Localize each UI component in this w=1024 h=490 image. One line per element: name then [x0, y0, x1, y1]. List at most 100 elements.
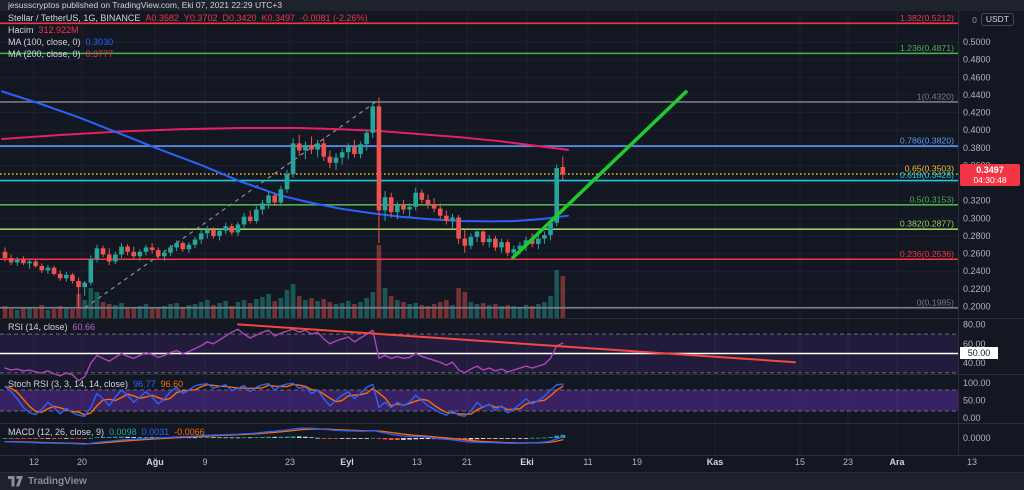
macd-histogram-bar — [149, 437, 155, 438]
candle-body — [309, 145, 314, 150]
volume-value: 312.922M — [38, 25, 79, 35]
stoch-label[interactable]: Stoch RSI (3, 3, 14, 14, close) — [8, 379, 129, 389]
volume-bar — [505, 305, 510, 318]
scale-label: 12 — [29, 457, 39, 467]
volume-bar — [401, 302, 406, 318]
volume-bar — [548, 296, 553, 318]
volume-bar — [33, 309, 38, 318]
scale-label: 50.00 — [963, 396, 986, 406]
bar-countdown: 04:30:48 — [973, 175, 1007, 185]
candles-layer — [2, 97, 566, 308]
tradingview-logo-icon[interactable] — [8, 476, 23, 487]
rsi-line[interactable] — [4, 328, 564, 382]
stoch-d-line[interactable] — [4, 383, 564, 416]
macd-histogram-bar — [493, 438, 498, 439]
candle-body — [352, 146, 357, 154]
macd-line-value: 0.0031 — [141, 427, 170, 437]
macd-hist-value: 0.0098 — [109, 427, 137, 437]
ma200-line[interactable] — [1, 126, 569, 151]
macd-main-line[interactable] — [4, 427, 564, 445]
price-scale[interactable] — [958, 11, 1024, 455]
macd-histogram-bar — [554, 435, 559, 438]
volume-bar — [315, 301, 320, 318]
bullish-projection-arrow[interactable] — [511, 90, 688, 260]
rsi-legend-row[interactable]: RSI (14, close) 60.66 — [8, 322, 100, 332]
stoch-k-value: 96.77 — [133, 379, 156, 389]
symbol-legend-row[interactable]: Stellar / TetherUS, 1G, BINANCE A0.3582 Y0… — [8, 13, 373, 23]
volume-bar — [247, 303, 253, 318]
macd-histogram-bar — [113, 436, 118, 438]
volume-bar — [155, 308, 161, 318]
macd-signal-line[interactable] — [4, 428, 564, 445]
volume-bar — [162, 306, 167, 318]
volume-bar — [27, 307, 32, 318]
volume-bar — [382, 288, 388, 318]
macd-histogram-bar — [94, 437, 100, 439]
macd-signal-value: -0.0066 — [174, 427, 205, 437]
ma100-label[interactable]: MA (100, close, 0) — [8, 37, 81, 47]
macd-histogram-bar — [100, 437, 106, 438]
macd-histogram-bar — [309, 437, 314, 439]
candle-body — [119, 246, 124, 255]
chart-canvas[interactable]: 1.382(0.5212) 1.236(0.4871) 1(0.4320) 0.786… — [0, 0, 1024, 472]
volume-bar — [474, 304, 480, 318]
candle-body — [278, 189, 284, 203]
stoch-k-line[interactable] — [4, 382, 564, 417]
candle-body — [327, 156, 333, 163]
macd-legend-row[interactable]: MACD (12, 26, close, 9) 0.0098 0.0031 -0.00… — [8, 427, 210, 437]
ma200-legend-row[interactable]: MA (200, close, 0) 0.3777 — [8, 49, 118, 59]
macd-histogram-bar — [70, 438, 75, 439]
scale-label: 0.00 — [963, 413, 981, 423]
macd-label[interactable]: MACD (12, 26, close, 9) — [8, 427, 105, 437]
volume-bar — [94, 292, 100, 318]
volume-bar — [2, 306, 8, 318]
macd-histogram-bar — [27, 438, 32, 439]
scale-label: 15 — [795, 457, 805, 467]
volume-bar — [511, 306, 517, 318]
macd-histogram-bar — [339, 438, 345, 439]
ma100-layer — [1, 90, 569, 223]
ma100-legend-row[interactable]: MA (100, close, 0) 0.3030 — [8, 37, 118, 47]
macd-histogram-bar — [272, 436, 278, 438]
candle-body — [542, 235, 547, 239]
volume-legend-row[interactable]: Hacim 312.922M — [8, 25, 84, 35]
stoch-legend-row[interactable]: Stoch RSI (3, 3, 14, 14, close) 96.77 96.6… — [8, 379, 188, 389]
scale-label: 60.00 — [963, 339, 986, 349]
scale-label: 20 — [77, 457, 87, 467]
projection-layer — [511, 90, 688, 260]
candle-body — [100, 248, 106, 255]
publish-banner: jesusscryptos published on TradingView.c… — [0, 0, 1024, 11]
time-scale[interactable] — [0, 455, 1024, 472]
rsi-resistance-trendline[interactable] — [237, 323, 796, 364]
volume-label[interactable]: Hacim — [8, 25, 34, 35]
candle-body — [76, 280, 81, 288]
volume-bar — [517, 307, 523, 318]
stoch-rsi-pane — [0, 382, 958, 417]
volume-bar — [106, 304, 112, 318]
rsi-label[interactable]: RSI (14, close) — [8, 322, 68, 332]
scale-label: Eki — [520, 457, 534, 467]
currency-unit-chip[interactable]: USDT — [980, 13, 1014, 26]
volume-bar — [51, 309, 57, 318]
scale-label: 23 — [843, 457, 853, 467]
fib-base-trendline[interactable] — [84, 100, 378, 309]
ma100-line[interactable] — [1, 90, 569, 223]
candle-body — [2, 251, 8, 259]
ma200-label[interactable]: MA (200, close, 0) — [8, 49, 81, 59]
candle-body — [376, 106, 382, 211]
macd-histogram-bar — [321, 438, 327, 439]
macd-histogram-bar — [548, 437, 553, 438]
scale-label: 21 — [462, 457, 472, 467]
symbol-title[interactable]: Stellar / TetherUS, 1G, BINANCE — [8, 13, 141, 23]
volume-bar — [536, 304, 541, 318]
macd-pane — [2, 427, 566, 445]
price-scale-unit[interactable]: 0 USDT — [972, 13, 1014, 26]
scale-label: 0.618(0.3428) — [900, 170, 954, 180]
candle-body — [419, 192, 425, 200]
candle-body — [468, 236, 474, 246]
scale-label: 80.00 — [963, 319, 986, 329]
macd-histogram-bar — [413, 438, 419, 440]
footer-brand[interactable]: TradingView — [28, 476, 87, 487]
macd-histogram-bar — [370, 437, 376, 439]
volume-bar — [168, 304, 173, 318]
